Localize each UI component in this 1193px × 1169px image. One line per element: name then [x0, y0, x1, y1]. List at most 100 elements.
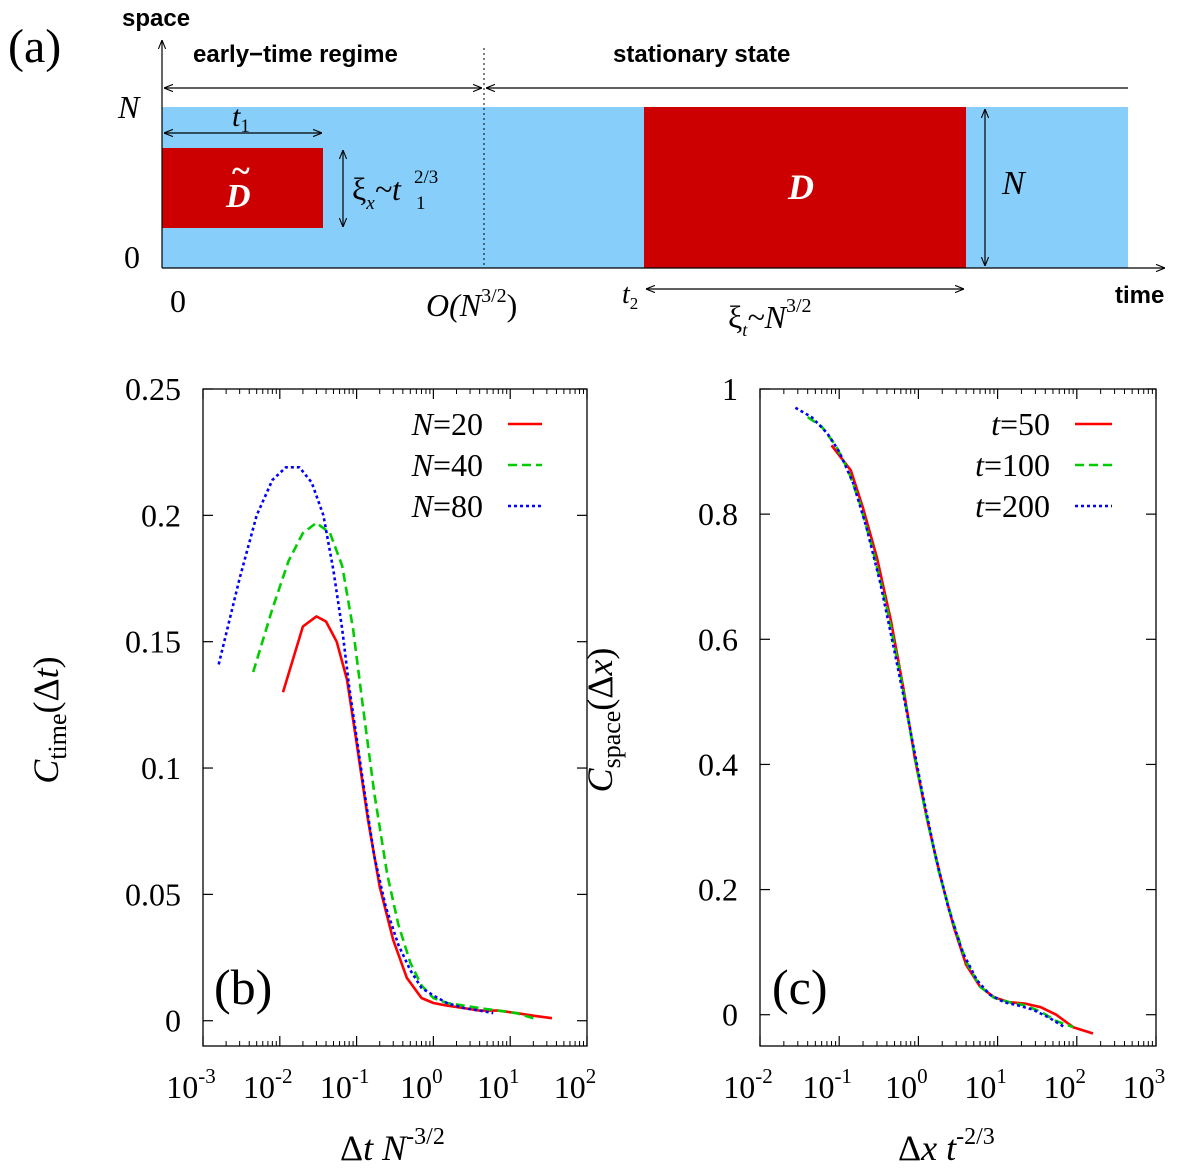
- legend-value: =100: [984, 447, 1050, 483]
- y-axis-label-part: (Δ: [26, 678, 66, 713]
- y-axis-label-part: time: [43, 713, 72, 759]
- x-tick-exponent: 2: [586, 1064, 597, 1088]
- legend-var: N: [411, 406, 435, 442]
- height-label: N: [1001, 165, 1027, 202]
- domain-small-label: D: [225, 178, 251, 215]
- early-regime-label: early−time regime: [193, 41, 398, 68]
- legend-var: t: [975, 447, 985, 483]
- x-axis-label-part: -3/2: [406, 1124, 445, 1150]
- y-axis-label-part: ): [26, 656, 66, 668]
- panel-label-b: (b): [214, 959, 272, 1015]
- y-tick-label-b: 0.15: [125, 624, 181, 660]
- x-tick-label-b: 10-2: [243, 1064, 293, 1105]
- x-tick-exponent: -2: [275, 1064, 293, 1088]
- y-tick-label-c: 0: [722, 997, 738, 1033]
- x-tick-base: 10: [964, 1069, 996, 1105]
- x-tick-base: 10: [885, 1069, 917, 1105]
- series-line-c-2: [794, 406, 1066, 1029]
- x-tick-base: 10: [243, 1069, 275, 1105]
- x-axis-label-part: -2/3: [956, 1124, 995, 1150]
- x-tick-label-b: 100: [400, 1064, 443, 1105]
- domain-large-rect: [644, 107, 966, 268]
- x-tick-base: 10: [802, 1069, 834, 1105]
- legend-value: =20: [433, 406, 483, 442]
- x-axis-label-c: Δx t-2/3: [898, 1124, 995, 1168]
- y-tick-label-c: 1: [722, 371, 738, 407]
- x-tick-crossover: O(N3/2): [426, 285, 517, 323]
- x-tick-exponent: -3: [198, 1064, 216, 1088]
- domain-small-accent: ~: [232, 153, 250, 190]
- x-tick-base: 10: [166, 1069, 198, 1105]
- legend-label-b-0: N=20: [411, 406, 483, 442]
- legend-label-b-2: N=80: [411, 488, 483, 524]
- x-tick-base: 10: [1123, 1069, 1155, 1105]
- x-tick-label-c: 102: [1044, 1064, 1087, 1105]
- x-tick-base: 10: [477, 1069, 509, 1105]
- series-line-b-0: [281, 615, 553, 1020]
- legend-value: =80: [433, 488, 483, 524]
- plot-frame-b: [202, 388, 588, 1047]
- x-tick-base: 10: [554, 1069, 586, 1105]
- y-axis-label-part: (Δ: [580, 676, 620, 711]
- y-tick-label-c: 0.6: [698, 621, 738, 657]
- y-tick-label-c: 0.8: [698, 496, 738, 532]
- legend-var: t: [975, 488, 985, 524]
- domain-large-label: D: [787, 167, 814, 207]
- panel-label-c: (c): [772, 959, 828, 1015]
- x-tick-base: 10: [1044, 1069, 1076, 1105]
- panel-a-x-axis-label: time: [1115, 282, 1164, 309]
- y-axis-label-part: t: [26, 667, 66, 678]
- x-tick-label-c: 10-1: [802, 1064, 852, 1105]
- x-tick-exponent: 0: [917, 1064, 928, 1088]
- panel-c-chart: 10-2 10-1 100 101 102 10300.20.40.60.81t=50t=…: [580, 371, 1165, 1168]
- legend-label-b-1: N=40: [411, 447, 483, 483]
- y-axis-label-b: Ctime(Δt): [26, 656, 72, 783]
- y-tick-label-b: 0: [165, 1003, 181, 1039]
- y-axis-label-part: x: [580, 660, 620, 677]
- x-axis-label-part: t N: [363, 1128, 408, 1168]
- x-axis-label-b: Δt N-3/2: [340, 1124, 445, 1168]
- x-tick-exponent: 0: [432, 1064, 443, 1088]
- x-axis-label-part: Δ: [898, 1128, 921, 1168]
- series-line-c-0: [830, 444, 1094, 1035]
- x-tick-base: 10: [723, 1069, 755, 1105]
- panel-b-chart: 10-3 10-2 10-1 100 101 10200.050.10.150.20.25…: [26, 371, 596, 1168]
- x-tick-label-b: 102: [554, 1064, 597, 1105]
- legend-var: t: [991, 406, 1001, 442]
- x-tick-base: 10: [320, 1069, 352, 1105]
- x-tick-exponent: 3: [1155, 1064, 1166, 1088]
- x-tick-zero: 0: [170, 283, 186, 319]
- x-tick-label-c: 103: [1123, 1064, 1166, 1105]
- domain-small-rect: [162, 148, 323, 228]
- y-tick-zero: 0: [124, 239, 140, 275]
- x-tick-base: 10: [400, 1069, 432, 1105]
- legend-label-c-0: t=50: [991, 406, 1050, 442]
- legend-var: N: [411, 488, 435, 524]
- y-tick-label-b: 0.1: [141, 750, 181, 786]
- x-tick-exponent: 2: [1076, 1064, 1087, 1088]
- plot-frame-c: [759, 388, 1157, 1047]
- legend-label-c-2: t=200: [975, 488, 1050, 524]
- xi-t-label: ξt~N3/2: [728, 295, 812, 340]
- x-tick-exponent: 1: [996, 1064, 1007, 1088]
- legend-value: =200: [984, 488, 1050, 524]
- panel-a-y-axis-label: space: [122, 5, 190, 32]
- series-line-c-1: [806, 416, 1074, 1029]
- y-tick-label-b: 0.05: [125, 876, 181, 912]
- panel-a: (a) space time early−time regime station…: [8, 5, 1165, 340]
- x-tick-label-b: 10-1: [320, 1064, 370, 1105]
- x-tick-exponent: -1: [352, 1064, 370, 1088]
- x-axis-label-part: x t: [920, 1128, 957, 1168]
- series-line-b-1: [251, 521, 534, 1020]
- y-axis-label-c: Cspace(Δx): [580, 648, 626, 793]
- legend-value: =40: [433, 447, 483, 483]
- y-tick-label-b: 0.25: [125, 371, 181, 407]
- x-tick-exponent: 1: [509, 1064, 520, 1088]
- x-tick-label-b: 10-3: [166, 1064, 216, 1105]
- t1-label: t1: [232, 100, 250, 137]
- panel-a-label: (a): [8, 20, 61, 73]
- x-tick-label-c: 100: [885, 1064, 928, 1105]
- y-axis-label-part: space: [597, 711, 626, 769]
